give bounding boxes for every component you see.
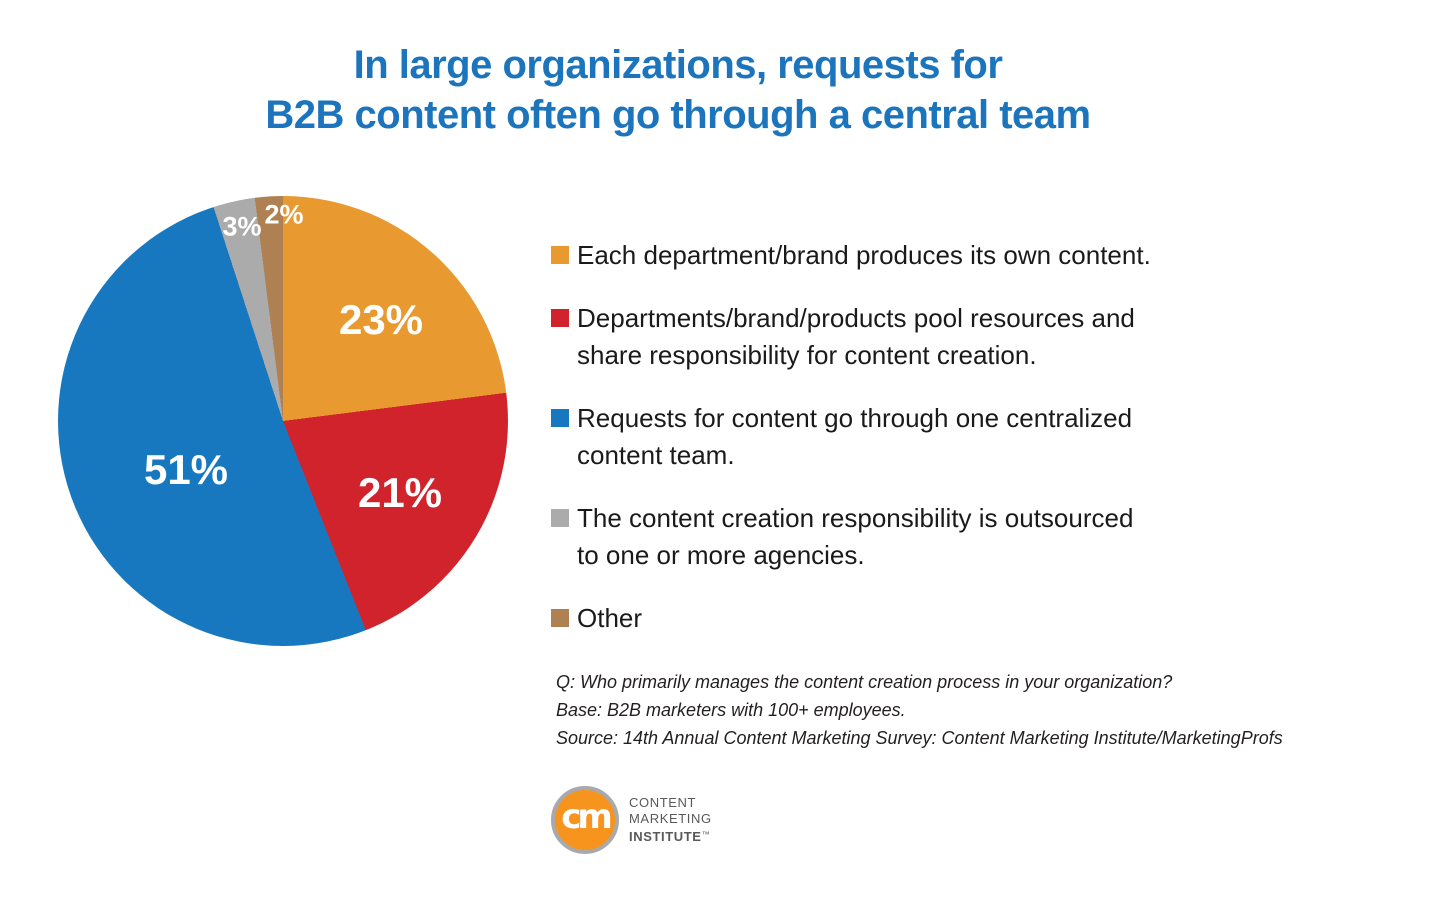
footnote-question: Q: Who primarily manages the content cre… [556,672,1173,692]
legend-item-label: Other [577,603,643,633]
pie-percent-label: 21% [357,469,443,516]
legend: Each department/brand produces its own c… [551,237,1291,637]
trademark-symbol: ™ [701,830,711,839]
legend-item: Each department/brand produces its own c… [551,237,1291,274]
legend-swatch-icon [551,609,569,627]
pie-percent-label: 3% [222,211,262,242]
cmi-logo-line-2: MARKETING [629,811,712,826]
cmi-logo-text: CONTENT MARKETING INSTITUTE™ [629,786,712,845]
pie-percent-label: 23% [338,296,424,343]
legend-swatch-icon [551,509,569,527]
pie-chart-area: 23% 21% 51% 3% 2% [58,196,508,646]
legend-item: Other [551,600,1291,637]
page-title: In large organizations, requests for B2B… [0,40,1356,140]
footnote-source: Source: 14th Annual Content Marketing Su… [556,728,1283,748]
cmi-logo: cm CONTENT MARKETING INSTITUTE™ [551,786,712,854]
legend-swatch-icon [551,309,569,327]
pie-percent-label: 2% [264,199,304,230]
footnote-base: Base: B2B marketers with 100+ employees. [556,700,906,720]
title-line-1: In large organizations, requests for [353,43,1003,87]
cmi-logo-line-1: CONTENT [629,795,697,810]
legend-item: Requests for content go through one cent… [551,400,1291,474]
legend-item-label: Each department/brand produces its own c… [577,240,1151,270]
legend-swatch-icon [551,409,569,427]
pie-percent-label: 51% [143,446,229,493]
legend-item: The content creation responsibility is o… [551,500,1291,574]
title-line-2: B2B content often go through a central t… [265,93,1091,137]
pie-chart [58,196,508,646]
legend-item-label: The content creation responsibility is o… [577,503,1134,570]
footnote: Q: Who primarily manages the content cre… [556,668,1283,752]
cmi-logo-line-3: INSTITUTE™ [629,829,711,844]
cmi-logo-circle-icon: cm [551,786,619,854]
legend-swatch-icon [551,246,569,264]
legend-item-label: Requests for content go through one cent… [577,403,1133,470]
legend-item: Departments/brand/products pool resource… [551,300,1291,374]
legend-item-label: Departments/brand/products pool resource… [577,303,1135,370]
cmi-monogram: cm [561,797,613,837]
